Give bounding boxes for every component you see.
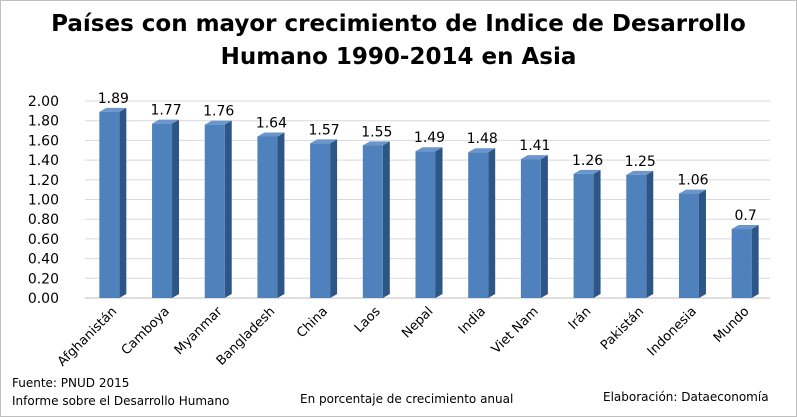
y-tick-label: 1.60 xyxy=(28,133,59,149)
bar-top xyxy=(152,119,180,124)
bar xyxy=(573,173,594,298)
data-label: 1.26 xyxy=(572,153,603,169)
x-tick-label: Irán xyxy=(566,304,595,333)
y-tick-label: 1.20 xyxy=(28,173,59,189)
y-tick-label: 2.00 xyxy=(28,94,59,110)
x-tick-label: Afghanistán xyxy=(55,304,120,369)
x-tick-label: Laos xyxy=(352,304,384,336)
data-label: 1.55 xyxy=(361,124,392,140)
y-tick-label: 1.00 xyxy=(28,193,59,209)
x-tick-label: Pakistán xyxy=(598,304,647,353)
bar-side xyxy=(382,141,390,298)
bar-side xyxy=(751,225,759,298)
data-label: 1.77 xyxy=(150,103,181,119)
bar-side xyxy=(540,155,548,298)
data-label: 1.49 xyxy=(414,130,445,146)
x-tick-label: Nepal xyxy=(399,304,436,341)
bar xyxy=(310,143,331,298)
data-label: 1.48 xyxy=(467,131,498,147)
x-tick-label: Camboya xyxy=(119,304,173,358)
data-label: 1.89 xyxy=(98,91,129,107)
bar-top xyxy=(415,147,443,152)
bar-side xyxy=(119,107,127,299)
data-label: 1.25 xyxy=(625,154,656,170)
source-line-1: Fuente: PNUD 2015 xyxy=(12,376,130,390)
x-axis-caption: En porcentaje de crecimiento anual xyxy=(300,392,514,406)
x-tick-label: India xyxy=(456,304,489,337)
data-label: 1.41 xyxy=(519,138,550,154)
bar-side xyxy=(172,119,180,298)
data-label: 1.76 xyxy=(203,104,234,120)
y-tick-label: 0.80 xyxy=(28,212,59,228)
x-tick-label: Viet Nam xyxy=(489,304,542,357)
x-tick-label: China xyxy=(294,304,331,341)
bar xyxy=(152,123,173,298)
y-tick-label: 1.80 xyxy=(28,114,59,130)
y-tick-label: 0.00 xyxy=(28,291,59,307)
y-tick-label: 0.20 xyxy=(28,271,59,287)
y-tick-label: 0.60 xyxy=(28,232,59,248)
bar xyxy=(415,151,436,298)
bar-top xyxy=(468,148,496,153)
bar-top xyxy=(204,120,232,125)
bar-top xyxy=(310,139,338,144)
bar xyxy=(99,111,120,299)
y-tick-label: 0.40 xyxy=(28,252,59,268)
x-tick-label: Indonesia xyxy=(645,304,700,359)
bar-side xyxy=(435,147,443,298)
bar-top xyxy=(520,155,548,160)
bar-top xyxy=(731,225,759,230)
bar-side xyxy=(330,139,338,298)
bar xyxy=(257,136,278,298)
source-line-2: Informe sobre el Desarrollo Humano xyxy=(12,394,230,408)
bar xyxy=(362,145,383,298)
bar xyxy=(626,174,647,298)
bar xyxy=(468,152,489,298)
title-line-2: Humano 1990-2014 en Asia xyxy=(220,44,577,70)
bar-side xyxy=(698,189,706,298)
data-label: 1.64 xyxy=(256,115,287,131)
bar-side xyxy=(593,169,601,298)
y-tick-label: 1.40 xyxy=(28,153,59,169)
chart-title: Países con mayor crecimiento de Indice d… xyxy=(0,8,797,74)
bar-side xyxy=(224,120,232,298)
bar xyxy=(520,159,541,298)
bar-top xyxy=(257,132,285,137)
data-label: 1.06 xyxy=(677,173,708,189)
credit-label: Elaboración: Dataeconomía xyxy=(603,390,769,404)
data-label: 1.57 xyxy=(309,122,340,138)
x-tick-label: Myanmar xyxy=(172,304,226,358)
bar xyxy=(204,124,225,298)
bar xyxy=(678,193,699,298)
data-label: 0.7 xyxy=(735,208,757,224)
bar-top xyxy=(362,141,390,146)
title-line-1: Países con mayor crecimiento de Indice d… xyxy=(51,11,746,37)
bar-side xyxy=(646,170,654,298)
bar-top xyxy=(678,189,706,194)
bar-side xyxy=(277,132,285,298)
x-tick-label: Mundo xyxy=(711,304,753,346)
bar xyxy=(731,229,752,298)
bar-side xyxy=(488,148,496,298)
bar-top xyxy=(573,169,601,174)
bar-top xyxy=(99,107,127,112)
bar-top xyxy=(626,170,654,175)
